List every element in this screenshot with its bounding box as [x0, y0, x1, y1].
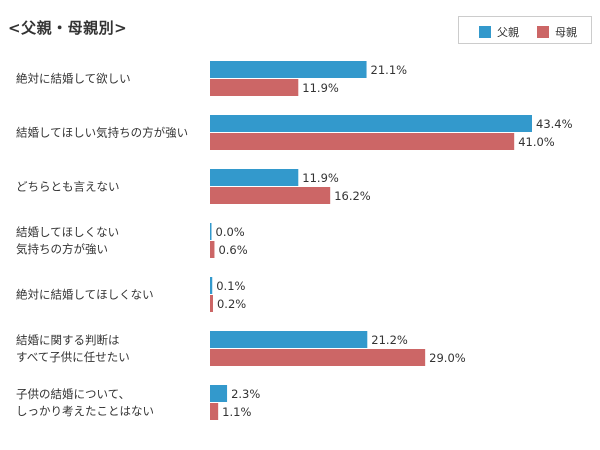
legend-item-mother: 母親: [537, 24, 577, 40]
legend-label-father: 父親: [497, 26, 519, 39]
data-label: 0.1%: [216, 279, 245, 293]
bar-father: [210, 61, 367, 78]
data-label: 0.6%: [218, 243, 247, 257]
data-label: 43.4%: [536, 117, 573, 131]
data-label: 11.9%: [302, 171, 339, 185]
data-label: 21.1%: [371, 63, 408, 77]
bar-father: [210, 169, 299, 186]
bar-mother: [210, 403, 219, 420]
category-label: しっかり考えたことはない: [16, 404, 154, 418]
category-label: 絶対に結婚してほしくない: [16, 288, 154, 302]
chart-title: <父親・母親別>: [8, 19, 128, 37]
bar-father: [210, 223, 212, 240]
legend-item-father: 父親: [479, 24, 519, 40]
bar-father: [210, 115, 532, 132]
category-label: 結婚してほしい気持ちの方が強い: [16, 126, 188, 140]
bar-father: [210, 277, 213, 294]
bar-mother: [210, 133, 515, 150]
data-label: 2.3%: [231, 387, 260, 401]
legend-swatch-mother: [537, 26, 549, 38]
bar-mother: [210, 295, 213, 312]
bar-mother: [210, 241, 215, 258]
data-label: 29.0%: [429, 351, 466, 365]
data-label: 1.1%: [222, 405, 251, 419]
data-label: 0.0%: [216, 225, 245, 239]
category-label: どちらとも言えない: [16, 180, 120, 194]
data-label: 41.0%: [518, 135, 555, 149]
bar-mother: [210, 349, 426, 366]
category-label: 絶対に結婚して欲しい: [16, 72, 131, 86]
bar-mother: [210, 79, 299, 96]
category-label: すべて子供に任せたい: [16, 350, 130, 364]
bar-father: [210, 331, 368, 348]
category-label: 結婚してほしくない: [16, 225, 119, 239]
bar-mother: [210, 187, 331, 204]
legend-swatch-father: [479, 26, 491, 38]
data-label: 0.2%: [217, 297, 246, 311]
category-label: 子供の結婚について、: [16, 387, 130, 401]
bar-father: [210, 385, 228, 402]
legend-label-mother: 母親: [555, 26, 577, 39]
data-label: 16.2%: [334, 189, 371, 203]
category-label: 結婚に関する判断は: [16, 333, 120, 347]
legend: 父親 母親: [458, 16, 592, 44]
data-label: 11.9%: [302, 81, 339, 95]
category-label: 気持ちの方が強い: [16, 242, 108, 256]
data-label: 21.2%: [371, 333, 408, 347]
